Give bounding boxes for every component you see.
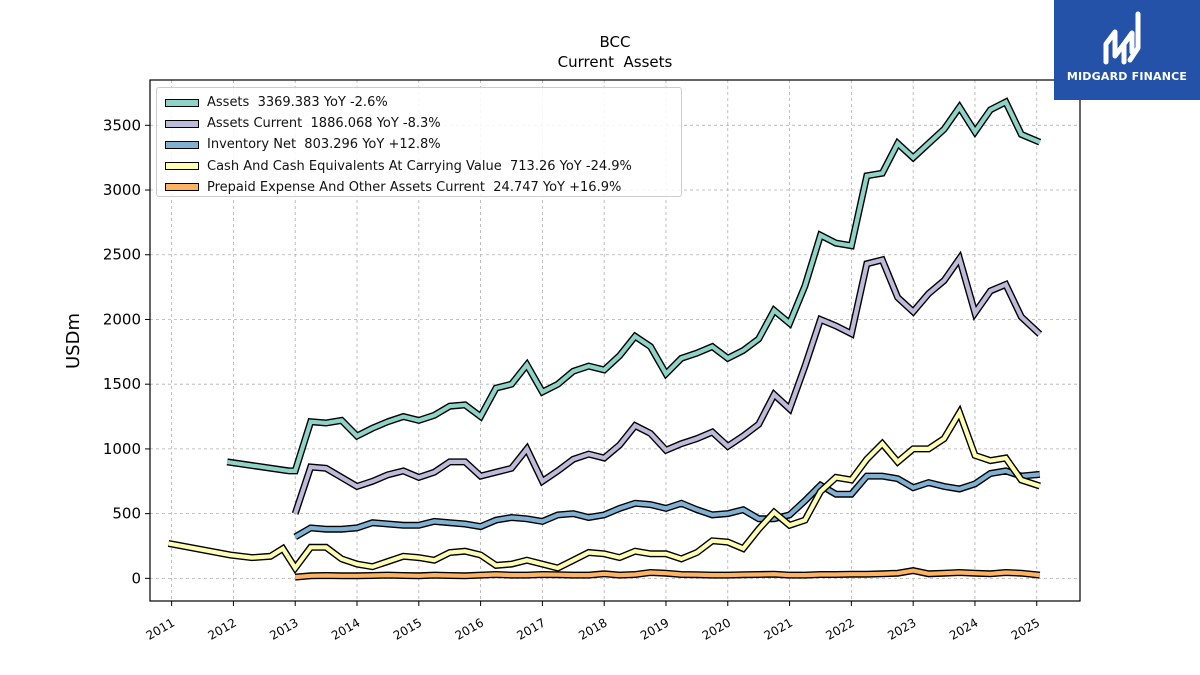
legend-item-prepaid: Prepaid Expense And Other Assets Current… (157, 177, 681, 198)
legend-label: Assets 3369.383 YoY -2.6% (207, 95, 388, 111)
y-tick-label: 3000 (103, 181, 141, 199)
series-group (167, 97, 1043, 581)
chart-title: BCC (600, 33, 631, 51)
y-tick-label: 2500 (103, 246, 141, 264)
x-tick-label: 2018 (576, 615, 609, 642)
y-tick-label: 500 (112, 505, 141, 523)
legend-label: Assets Current 1886.068 YoY -8.3% (207, 116, 441, 132)
y-axis: 0 500 1000 1500 2000 2500 3000 3500 (103, 116, 150, 587)
y-tick-label: 1000 (103, 440, 141, 458)
series-line-2 (294, 468, 1040, 539)
legend-swatch (165, 183, 199, 192)
series-line-0 (226, 99, 1041, 473)
legend-swatch (165, 98, 199, 107)
legend-label: Inventory Net 803.296 YoY +12.8% (207, 137, 441, 153)
legend-item-cash: Cash And Cash Equivalents At Carrying Va… (157, 156, 681, 177)
x-tick-label: 2019 (638, 615, 671, 642)
x-axis: 2011 2012 2013 2014 2015 2016 2017 2018 2019 2020… (144, 601, 1042, 643)
x-tick-label: 2023 (885, 615, 918, 642)
x-tick-label: 2017 (514, 615, 547, 642)
x-tick-label: 2020 (700, 615, 733, 642)
legend-swatch (165, 140, 199, 149)
series-line-3 (168, 407, 1041, 572)
x-tick-label: 2011 (144, 615, 177, 642)
y-tick-label: 3500 (103, 116, 141, 134)
x-tick-label: 2012 (205, 615, 238, 642)
x-tick-label: 2025 (1009, 615, 1042, 642)
x-tick-label: 2013 (267, 615, 300, 642)
logo: MIDGARD FINANCE (1054, 0, 1200, 100)
chart-subtitle: Current Assets (558, 53, 673, 71)
x-tick-label: 2016 (453, 615, 486, 642)
x-tick-label: 2024 (947, 615, 980, 642)
legend-swatch (165, 162, 199, 171)
y-tick-label: 1500 (103, 375, 141, 393)
legend-label: Prepaid Expense And Other Assets Current… (207, 179, 622, 195)
x-tick-label: 2021 (762, 615, 795, 642)
x-tick-label: 2015 (391, 615, 424, 642)
x-tick-label: 2022 (823, 615, 856, 642)
legend-item-inventory-net: Inventory Net 803.296 YoY +12.8% (157, 134, 681, 155)
legend-label: Cash And Cash Equivalents At Carrying Va… (207, 158, 632, 174)
x-tick-label: 2014 (329, 615, 362, 642)
legend: Assets 3369.383 YoY -2.6% Assets Current… (156, 87, 682, 197)
series-line-1 (293, 253, 1042, 515)
midgard-logo-icon (1103, 11, 1141, 65)
y-tick-label: 0 (131, 569, 141, 587)
legend-swatch (165, 119, 199, 128)
y-axis-label: USDm (63, 313, 84, 369)
y-tick-label: 2000 (103, 310, 141, 328)
legend-item-assets: Assets 3369.383 YoY -2.6% (157, 92, 681, 113)
logo-text: MIDGARD FINANCE (1066, 70, 1188, 83)
series-line-4 (295, 568, 1041, 580)
plot-frame (149, 79, 1081, 602)
legend-item-assets-current: Assets Current 1886.068 YoY -8.3% (157, 113, 681, 134)
